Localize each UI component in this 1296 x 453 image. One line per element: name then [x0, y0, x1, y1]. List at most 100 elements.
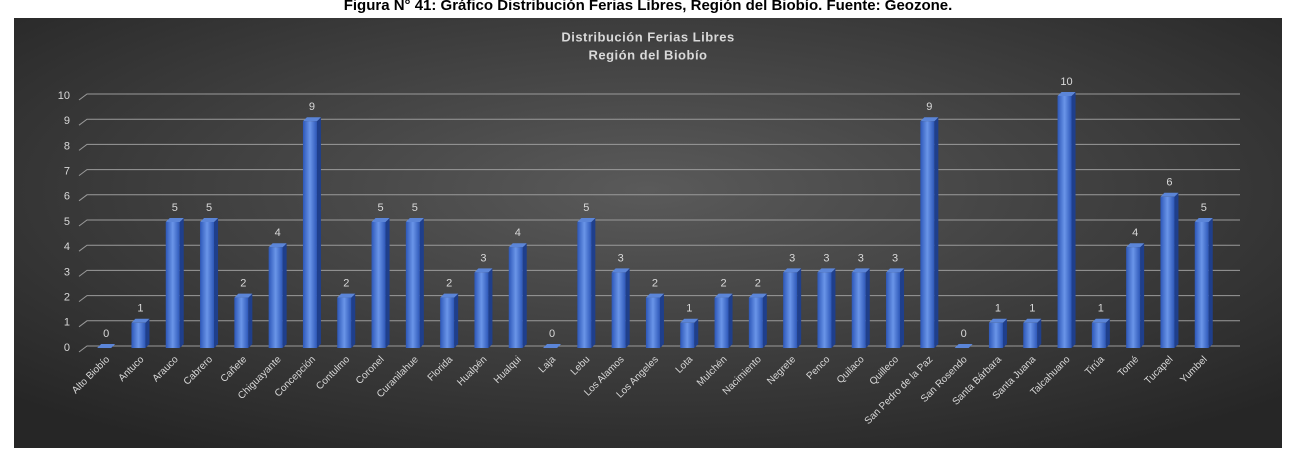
bar-face [900, 268, 904, 348]
bar [166, 218, 184, 348]
data-label: 2 [755, 278, 761, 290]
data-label: 3 [480, 252, 486, 264]
bar [1160, 193, 1178, 348]
data-label: 1 [1029, 303, 1035, 315]
bar [303, 117, 321, 348]
y-tick-label: 0 [64, 342, 70, 354]
bar-face [783, 272, 797, 348]
data-label: 10 [1060, 76, 1072, 88]
bar-face [831, 268, 835, 348]
data-label: 4 [515, 227, 521, 239]
bar-face [852, 272, 866, 348]
bar-face [200, 222, 214, 348]
bar-face [660, 294, 664, 348]
bar [269, 243, 287, 348]
data-label: 2 [652, 278, 658, 290]
data-label: 2 [343, 278, 349, 290]
bar-face [1058, 96, 1072, 348]
data-label: 5 [206, 202, 212, 214]
data-label: 5 [172, 202, 178, 214]
data-label: 5 [412, 202, 418, 214]
bar-face [145, 319, 149, 348]
data-label: 9 [309, 101, 315, 113]
bar [474, 268, 492, 348]
bar-face [866, 268, 870, 348]
bar [1195, 218, 1213, 348]
data-label: 1 [686, 303, 692, 315]
bar-face [1023, 323, 1037, 348]
bar-face [646, 298, 660, 348]
bar-face [214, 218, 218, 348]
bar [852, 268, 870, 348]
data-label: 0 [549, 328, 555, 340]
bar-face [797, 268, 801, 348]
bar [715, 294, 733, 348]
data-label: 2 [720, 278, 726, 290]
bar [1126, 243, 1144, 348]
bar-face [351, 294, 355, 348]
bar [817, 268, 835, 348]
bar-face [886, 272, 900, 348]
bar [612, 268, 630, 348]
bar-face [1072, 92, 1076, 348]
bar [131, 319, 149, 348]
bar [1023, 319, 1041, 348]
bar-face [283, 243, 287, 348]
bar [200, 218, 218, 348]
y-tick-label: 10 [58, 90, 70, 102]
bar [406, 218, 424, 348]
y-tick-label: 3 [64, 266, 70, 278]
data-label: 6 [1166, 177, 1172, 189]
y-tick-label: 6 [64, 191, 70, 203]
bar [989, 319, 1007, 348]
y-tick-label: 8 [64, 140, 70, 152]
bar-face [749, 298, 763, 348]
bar-face [715, 298, 729, 348]
bar-face [920, 121, 934, 348]
bar-face [180, 218, 184, 348]
bar [234, 294, 252, 348]
bar [1092, 319, 1110, 348]
bar-face [248, 294, 252, 348]
bar-face [406, 222, 420, 348]
bar-face [1037, 319, 1041, 348]
y-tick-label: 1 [64, 317, 70, 329]
data-label: 4 [275, 227, 281, 239]
data-label: 1 [1098, 303, 1104, 315]
bar-face [1003, 319, 1007, 348]
bar-face [1174, 193, 1178, 348]
bar [372, 218, 390, 348]
bar-face [626, 268, 630, 348]
data-label: 2 [240, 278, 246, 290]
bar-face [763, 294, 767, 348]
data-label: 1 [137, 303, 143, 315]
bar [337, 294, 355, 348]
bar-face [817, 272, 831, 348]
bar [886, 268, 904, 348]
bar-face [612, 272, 626, 348]
data-label: 0 [961, 328, 967, 340]
bar-face [694, 319, 698, 348]
bar [920, 117, 938, 348]
bar [680, 319, 698, 348]
y-tick-label: 9 [64, 115, 70, 127]
figure-caption: Figura N° 41: Gráfico Distribución Feria… [344, 0, 953, 14]
bar [509, 243, 527, 348]
bar-face [454, 294, 458, 348]
bar [749, 294, 767, 348]
bar-face [474, 272, 488, 348]
bar [1058, 92, 1076, 348]
bar-face [523, 243, 527, 348]
bar-face [488, 268, 492, 348]
bar-face [303, 121, 317, 348]
data-label: 3 [789, 252, 795, 264]
data-label: 4 [1132, 227, 1138, 239]
bar-face [440, 298, 454, 348]
data-label: 3 [823, 252, 829, 264]
data-label: 3 [618, 252, 624, 264]
bar-face [729, 294, 733, 348]
y-tick-label: 2 [64, 292, 70, 304]
bar-face [989, 323, 1003, 348]
bar-face [1106, 319, 1110, 348]
data-label: 5 [1201, 202, 1207, 214]
